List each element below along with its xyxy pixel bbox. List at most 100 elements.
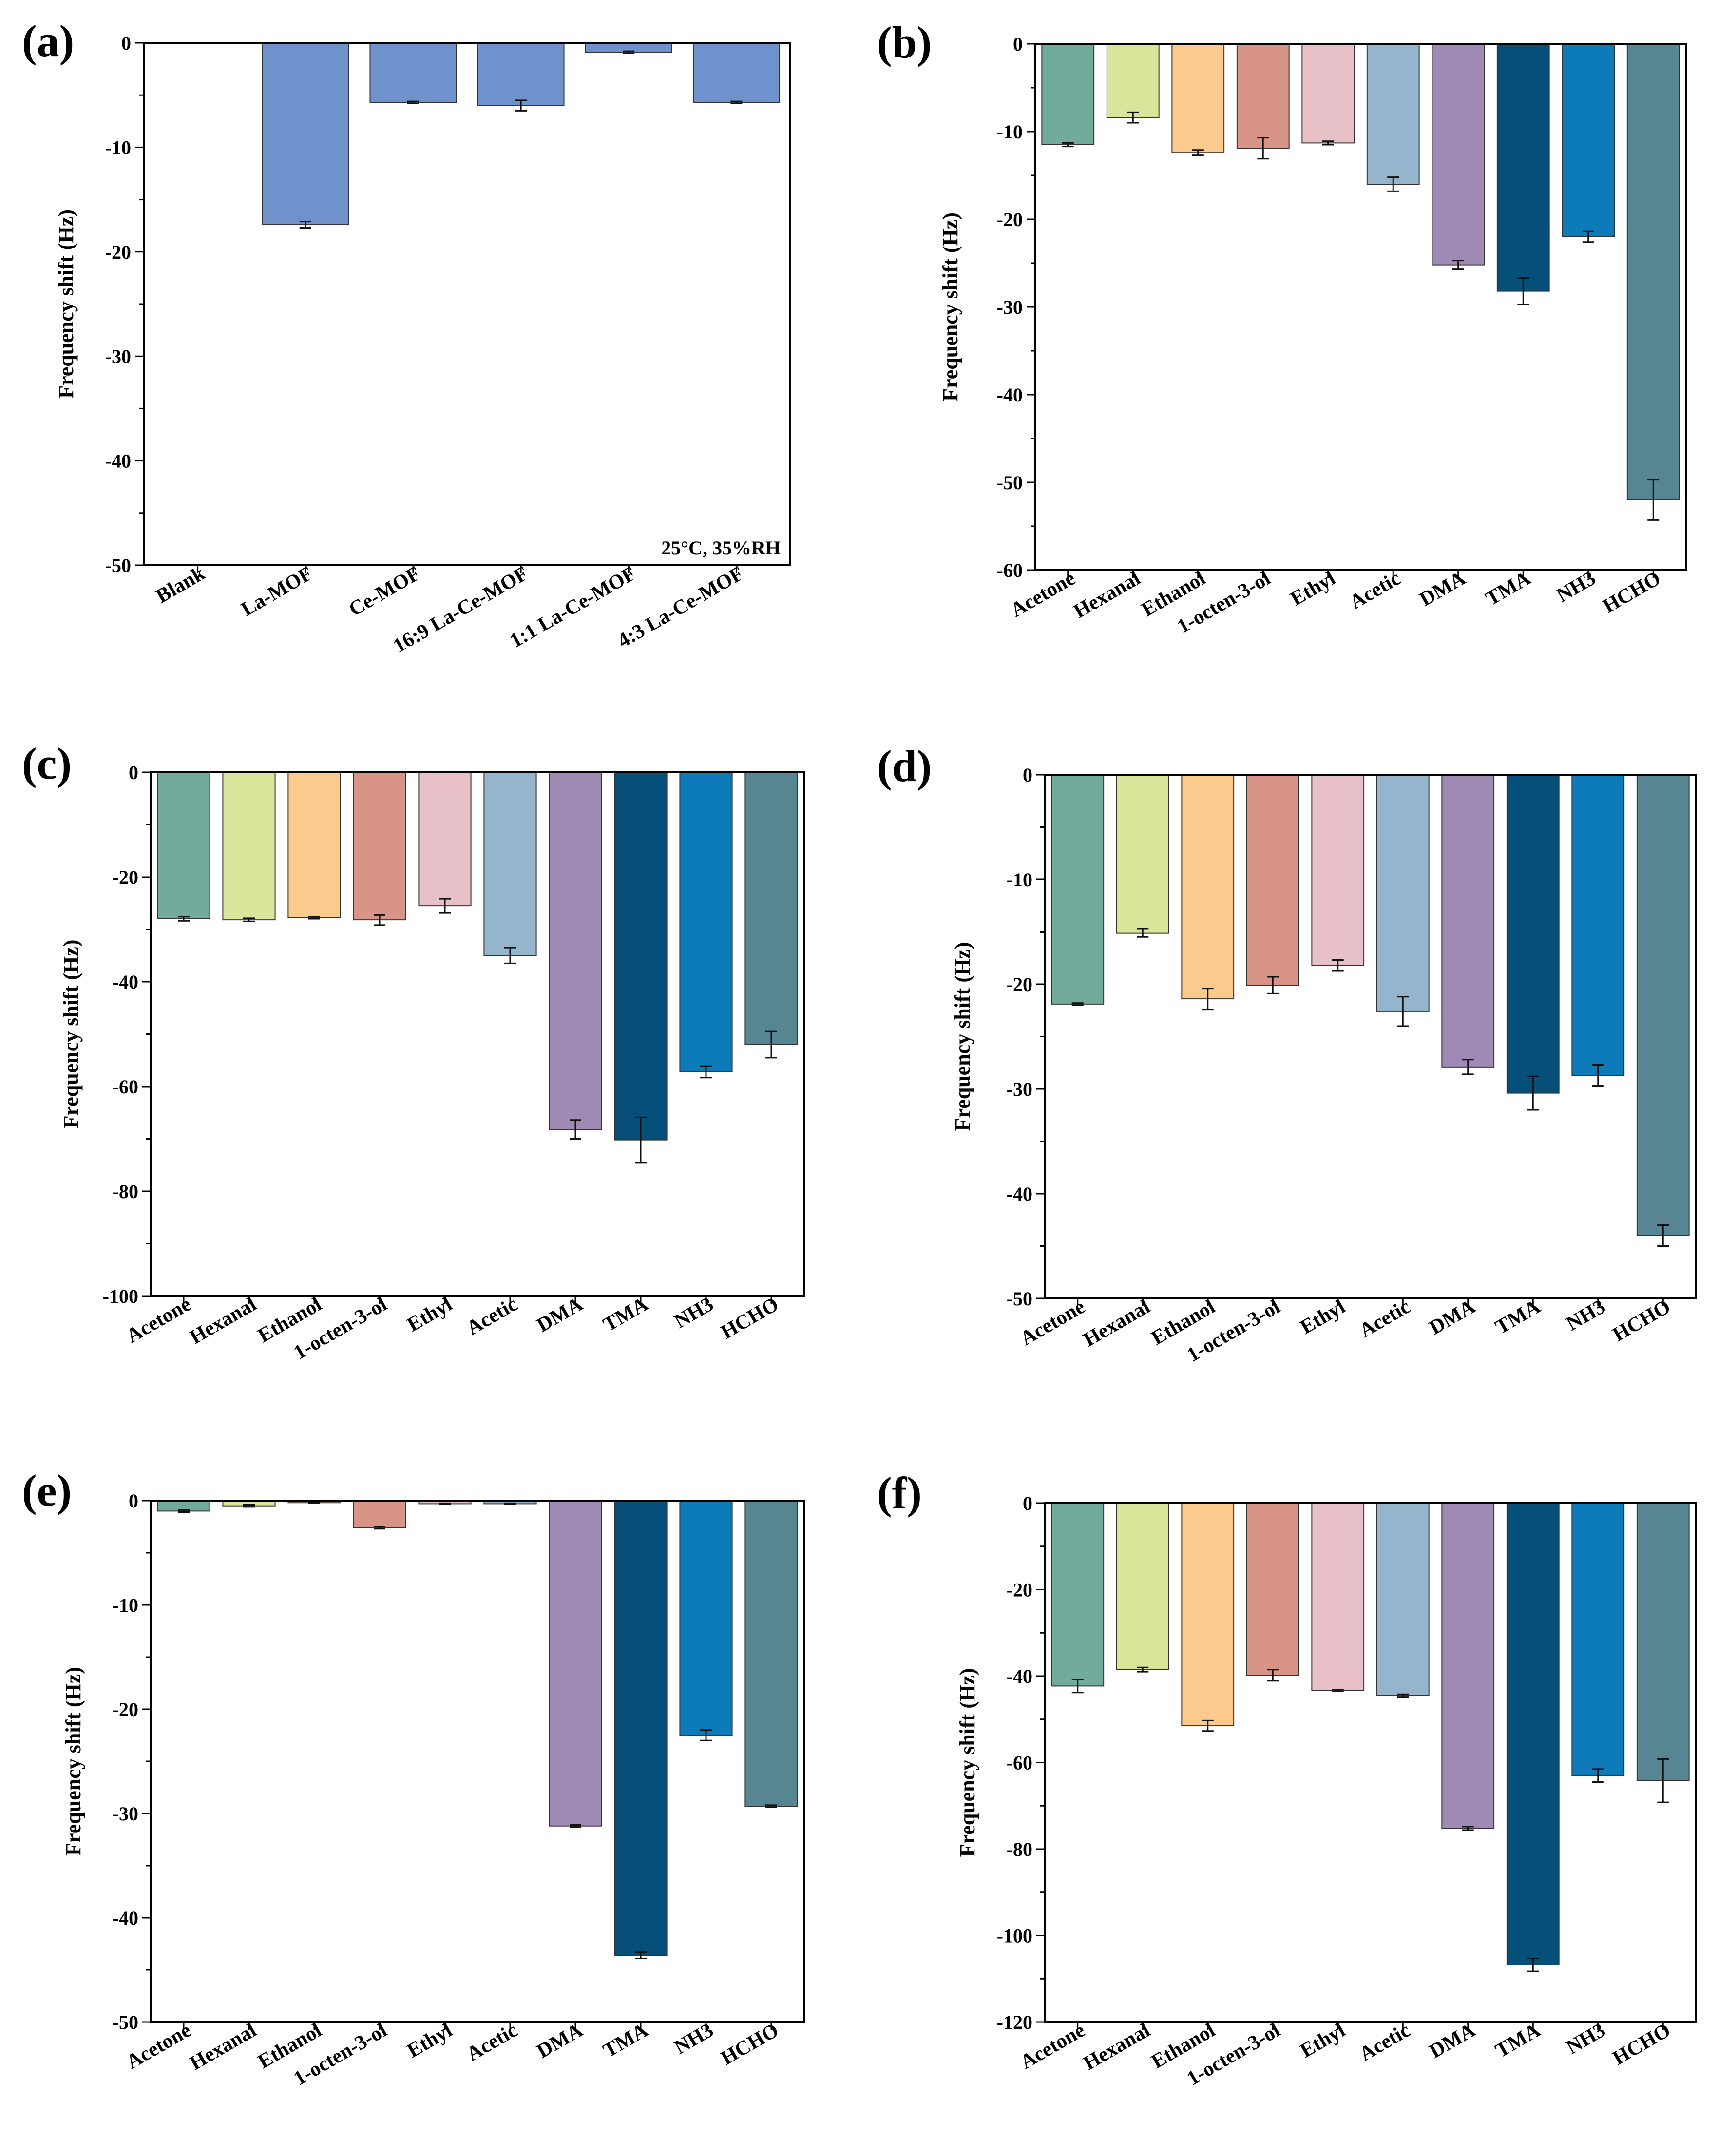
y-tick-label: -80: [1007, 1838, 1032, 1860]
bar-ethyl: [1301, 43, 1355, 144]
panel-label: (c): [22, 739, 72, 788]
error-bar: [700, 1065, 712, 1079]
x-tick-label: Ce-MOF: [345, 562, 424, 621]
y-tick-label: -100: [103, 1285, 138, 1307]
error-bar: [1657, 1224, 1669, 1247]
y-tick-label: -50: [113, 2011, 138, 2033]
error-bar: [374, 1526, 385, 1530]
x-tick-label: Hexanal: [186, 1293, 260, 1349]
x-tick-label: NH3: [670, 1293, 717, 1333]
error-bar: [1397, 996, 1409, 1027]
y-tick-label: -30: [105, 345, 131, 367]
panel-label: (a): [22, 16, 74, 66]
error-bar: [1071, 1679, 1084, 1694]
y-axis-title: Frequency shift (Hz): [951, 942, 974, 1131]
x-tick-label: NH3: [670, 2019, 717, 2059]
bar-dma: [549, 772, 602, 1130]
error-bar: [1322, 140, 1334, 146]
x-tick-label: Ethyl: [403, 2019, 456, 2062]
x-tick-label: Hexanal: [186, 2019, 260, 2075]
y-tick-label: -20: [105, 241, 131, 263]
x-tick-label: Ethyl: [1287, 567, 1339, 611]
error-bar: [1202, 988, 1214, 1011]
x-tick-label: DMA: [1416, 567, 1470, 611]
error-bar: [1647, 479, 1660, 521]
bar-acetone: [1051, 1503, 1105, 1687]
error-bar: [1127, 111, 1139, 124]
y-tick-label: -50: [997, 472, 1023, 494]
error-bar: [439, 898, 451, 914]
error-bar: [700, 1729, 712, 1741]
error-bar: [299, 221, 311, 229]
y-tick-label: -40: [1007, 1665, 1032, 1687]
y-tick-label: 0: [1023, 1492, 1032, 1514]
bar-ethanol: [287, 772, 341, 918]
x-tick-label: Hexanal: [1080, 1296, 1154, 1352]
error-bar: [1257, 137, 1269, 160]
chart-panel-b: (b) 0-10-20-30-40-50-60AcetoneHexanalEtha…: [877, 18, 1687, 638]
x-tick-label: Acetic: [463, 2019, 521, 2066]
x-tick-label: HCHO: [1599, 567, 1664, 618]
x-tick-label: Ethyl: [1297, 2019, 1349, 2062]
y-tick-label: -20: [113, 866, 138, 888]
error-bar: [439, 1502, 451, 1505]
bar-dma: [1441, 1503, 1495, 1829]
bar-nh3: [1571, 774, 1625, 1076]
error-bar: [1267, 1669, 1279, 1682]
error-bar: [1592, 1064, 1604, 1087]
error-bar: [1137, 928, 1149, 938]
x-tick-label: Acetic: [463, 1293, 521, 1340]
y-tick-label: -10: [1007, 869, 1032, 891]
condition-annotation: 25°C, 35%RH: [661, 537, 781, 559]
x-tick-label: HCHO: [1609, 1296, 1674, 1346]
bar-acetone: [1041, 43, 1095, 145]
y-tick-label: -10: [997, 121, 1023, 143]
panel-label: (f): [877, 1468, 922, 1518]
error-bar: [570, 1824, 581, 1828]
bar-acetic: [1376, 1503, 1430, 1696]
chart-panel-a: (a) 0-10-20-30-40-50 Blank La-MOF Ce-MOF16:9…: [22, 16, 791, 657]
bar-1-octen-3-ol: [353, 772, 406, 921]
error-bar: [765, 1804, 777, 1808]
y-tick-label: 0: [1023, 764, 1032, 786]
x-tick-label: DMA: [1426, 2019, 1479, 2062]
bar-ethyl: [418, 772, 472, 907]
x-tick-label: La-MOF: [237, 562, 316, 621]
bar-hcho: [1636, 774, 1690, 1236]
x-tick-label: Acetic: [1346, 567, 1404, 614]
y-tick-label: -40: [997, 384, 1023, 406]
bar-tma: [1496, 43, 1550, 292]
y-tick-label: -120: [997, 2011, 1032, 2033]
x-tick-label: TMA: [1491, 1295, 1544, 1338]
bar-1-octen-3-ol: [353, 1500, 406, 1528]
bar-hexanal: [1116, 1503, 1169, 1670]
bar-hexanal: [1106, 43, 1160, 118]
y-axis-title: Frequency shift (Hz): [938, 212, 962, 401]
x-tick-label: Ethyl: [403, 1293, 456, 1336]
chart-panel-c: (c) 0-20-40-60-80-100AcetoneHexanalEthano…: [22, 739, 805, 1364]
y-tick-label: 0: [121, 32, 131, 54]
x-tick-label: TMA: [599, 2019, 652, 2062]
x-tick-label: Ethyl: [1297, 1296, 1349, 1339]
error-bar: [1332, 959, 1344, 972]
error-bar: [730, 100, 743, 104]
y-tick-label: 0: [129, 762, 138, 783]
error-bar: [570, 1119, 581, 1140]
x-tick-label: TMA: [1491, 2019, 1544, 2062]
error-bar: [1137, 1666, 1149, 1673]
error-bar: [178, 916, 190, 922]
x-tick-label: Hexanal: [1070, 567, 1144, 623]
chart-panel-e: (e) 0-10-20-30-40-50AcetoneHexanalEthanol…: [22, 1466, 805, 2090]
x-tick-label: NH3: [1563, 1296, 1609, 1336]
x-tick-label: Acetic: [1355, 2019, 1414, 2066]
y-tick-label: 0: [1013, 33, 1023, 55]
y-axis-title: Frequency shift (Hz): [59, 940, 83, 1129]
bar-1-octen-3-ol: [1246, 774, 1299, 986]
bar-ce-mof: [369, 42, 457, 103]
error-bar: [1527, 1075, 1539, 1111]
error-bar: [1062, 142, 1074, 148]
error-bar: [308, 1501, 320, 1504]
bar-tma: [1506, 1503, 1560, 1965]
error-bar: [623, 50, 635, 54]
bar-dma: [549, 1500, 602, 1827]
